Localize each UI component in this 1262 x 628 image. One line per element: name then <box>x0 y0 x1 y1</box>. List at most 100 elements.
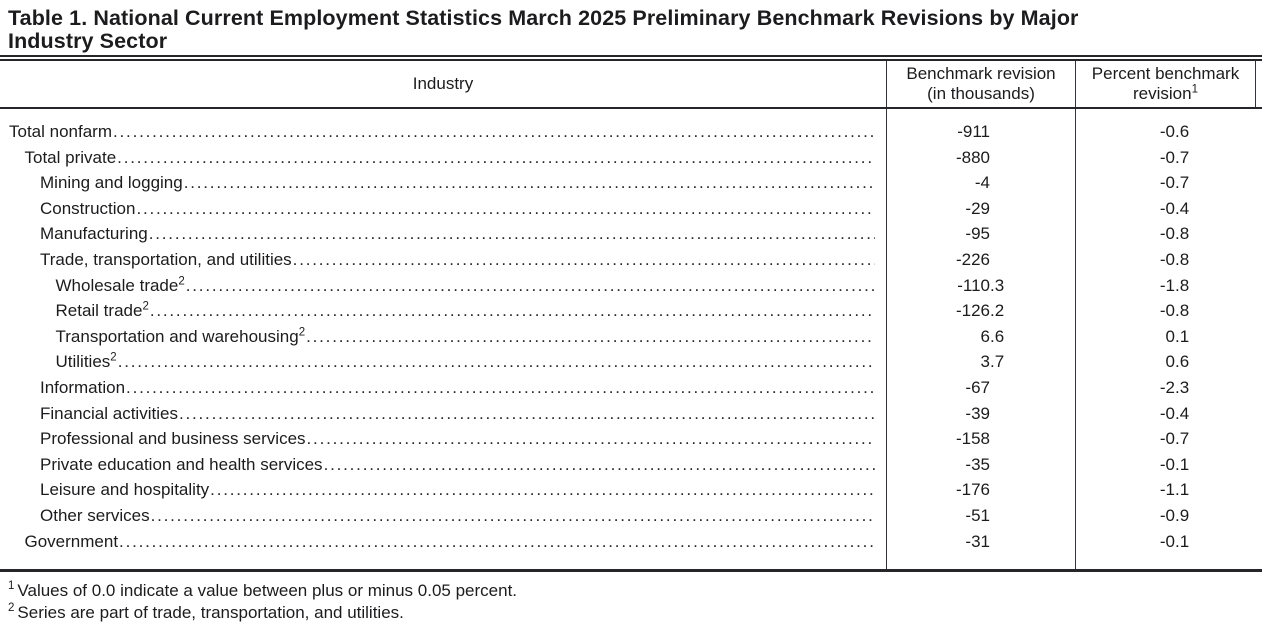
industry-cell: Utilities2 <box>0 349 887 375</box>
benchmark-revision-value: -158 <box>887 426 1076 452</box>
benchmark-revision-value-fraction <box>990 401 1076 427</box>
dot-leader <box>307 426 875 452</box>
benchmark-revision-value: 6.6 <box>887 324 1076 350</box>
footnote-2-reference: 2 <box>298 326 306 339</box>
dot-leader <box>150 298 875 324</box>
column-header-benchmark-revision: Benchmark revision (in thousands) <box>887 61 1076 107</box>
dot-leader <box>149 221 875 247</box>
industry-label: Wholesale trade2 <box>55 274 185 295</box>
benchmark-revision-value: 3.7 <box>887 349 1076 375</box>
percent-revision-value-integer: -0 <box>1159 249 1175 269</box>
footnote-1-text: Values of 0.0 indicate a value between p… <box>17 580 518 600</box>
title-double-rule <box>0 55 1262 61</box>
footnote-2: 2 Series are part of trade, transportatio… <box>8 602 1262 625</box>
percent-revision-value-integer: -0 <box>1159 173 1175 193</box>
percent-revision-value-integer: -0 <box>1159 198 1175 218</box>
percent-revision-value-integer: -0 <box>1159 122 1175 141</box>
industry-cell: Mining and logging <box>0 170 887 196</box>
percent-revision-value-fraction: .6 <box>1175 122 1190 141</box>
table-row: Utilities2 3.70.6 <box>0 349 1262 375</box>
industry-cell: Manufacturing <box>0 221 887 247</box>
column-header-percent-line1: Percent benchmark <box>1091 64 1240 83</box>
industry-label: Information <box>40 377 126 397</box>
benchmark-revision-value-fraction <box>990 247 1076 273</box>
benchmark-revision-value: -35 <box>887 452 1076 478</box>
table-row: Wholesale trade2-110.3-1.8 <box>0 273 1262 299</box>
footnote-1-marker: 1 <box>8 579 15 592</box>
percent-revision-value: -0.8 <box>1076 298 1262 324</box>
table-title-line2: Industry Sector <box>8 29 168 53</box>
benchmark-revision-value-fraction <box>990 196 1076 222</box>
table-row: Trade, transportation, and utilities -226… <box>0 247 1262 273</box>
benchmark-revision-value-integer: -911 <box>957 122 990 141</box>
percent-revision-value: -2.3 <box>1076 375 1262 401</box>
percent-revision-value-integer: -0 <box>1159 403 1175 423</box>
benchmark-revision-value-integer: -110 <box>957 275 990 295</box>
industry-label: Professional and business services <box>40 429 306 449</box>
table-row: Manufacturing -95 -0.8 <box>0 221 1262 247</box>
footnote-1: 1 Values of 0.0 indicate a value between … <box>8 580 1262 603</box>
industry-label: Total nonfarm <box>9 122 112 141</box>
percent-revision-value: 0.1 <box>1076 324 1262 350</box>
percent-revision-value: 0.6 <box>1076 349 1262 375</box>
benchmark-revision-value: -911 <box>887 119 1076 145</box>
footnote-2-reference: 2 <box>178 274 185 287</box>
percent-revision-value-fraction: .1 <box>1175 480 1190 500</box>
table-row: Private education and health services -35… <box>0 452 1262 478</box>
percent-revision-value: -0.4 <box>1076 401 1262 427</box>
table-row: Leisure and hospitality -176 -1.1 <box>0 477 1262 503</box>
benchmark-revision-value: -29 <box>887 196 1076 222</box>
industry-label: Government <box>24 531 119 551</box>
industry-cell: Information <box>0 375 887 401</box>
benchmark-revision-value-integer: -39 <box>965 403 990 423</box>
percent-revision-value-fraction: .1 <box>1175 531 1190 551</box>
benchmark-revision-value-fraction <box>990 145 1076 171</box>
table-header-row: Industry Benchmark revision (in thousand… <box>0 61 1262 109</box>
table-title: Table 1. National Current Employment Sta… <box>0 0 1262 53</box>
industry-label: Financial activities <box>40 403 178 423</box>
percent-revision-value-fraction: .8 <box>1175 275 1190 295</box>
table-row: Other services -51 -0.9 <box>0 503 1262 529</box>
industry-label: Total private <box>24 147 117 167</box>
table-row: Total nonfarm -911 -0.6 <box>0 119 1262 145</box>
table-row: Retail trade2-126.2-0.8 <box>0 298 1262 324</box>
benchmark-revision-value-integer: -880 <box>955 147 990 167</box>
benchmark-revision-value-fraction: .3 <box>990 275 1005 295</box>
percent-revision-value: -0.7 <box>1076 170 1262 196</box>
benchmark-revision-value-integer: -95 <box>965 224 990 244</box>
industry-cell: Total private <box>0 145 887 171</box>
percent-revision-value-integer: -0 <box>1159 224 1175 244</box>
percent-revision-value-fraction: .7 <box>1175 147 1190 167</box>
table-row: Financial activities -39 -0.4 <box>0 401 1262 427</box>
industry-label: Mining and logging <box>40 173 183 193</box>
table-title-line1: Table 1. National Current Employment Sta… <box>8 6 1079 30</box>
dot-leader <box>126 375 875 401</box>
percent-revision-value-integer: -1 <box>1159 480 1175 500</box>
industry-cell: Total nonfarm <box>0 119 887 145</box>
percent-revision-value: -0.7 <box>1076 145 1262 171</box>
industry-label: Utilities2 <box>55 351 117 372</box>
column-divider-2 <box>1074 109 1076 570</box>
table-row: Total private -880 -0.7 <box>0 145 1262 171</box>
benchmark-revision-value-integer: -29 <box>965 198 990 218</box>
industry-label: Private education and health services <box>40 454 323 474</box>
percent-revision-value-integer: -0 <box>1159 454 1175 474</box>
percent-revision-value: -0.7 <box>1076 426 1262 452</box>
benchmark-revisions-table: Industry Benchmark revision (in thousand… <box>0 61 1262 572</box>
dot-leader <box>186 273 875 299</box>
industry-cell: Private education and health services <box>0 452 887 478</box>
benchmark-revision-value: -51 <box>887 503 1076 529</box>
percent-revision-value-fraction: .7 <box>1175 429 1190 449</box>
benchmark-revision-value: -39 <box>887 401 1076 427</box>
benchmark-revision-value: -110.3 <box>887 273 1076 299</box>
benchmark-revision-value-fraction <box>990 375 1076 401</box>
industry-cell: Financial activities <box>0 401 887 427</box>
percent-revision-value: -0.8 <box>1076 247 1262 273</box>
percent-revision-value: -1.1 <box>1076 477 1262 503</box>
dot-leader <box>136 196 875 222</box>
percent-revision-value-integer: 0 <box>1165 326 1175 346</box>
column-header-percent-line2: revision1 <box>1133 84 1198 104</box>
benchmark-revision-value-integer: -226 <box>955 249 990 269</box>
